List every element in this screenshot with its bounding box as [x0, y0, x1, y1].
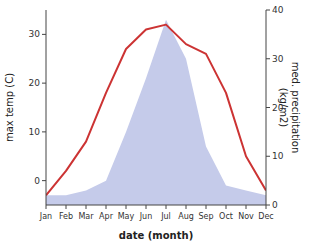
- x-tick: [226, 205, 227, 209]
- x-tick-label: Nov: [238, 212, 254, 221]
- chart: 0102030010203040JanFebMarAprMayJunJulAug…: [0, 0, 318, 247]
- chart-container: 0102030010203040JanFebMarAprMayJunJulAug…: [0, 0, 318, 247]
- x-tick-label: Jun: [139, 212, 153, 221]
- axes: 0102030010203040JanFebMarAprMayJunJulAug…: [29, 5, 284, 221]
- line: [46, 25, 266, 196]
- x-tick-label: Oct: [219, 212, 233, 221]
- y2-axis-label-line: med. precipitation: [290, 62, 301, 154]
- x-tick-label: Feb: [59, 212, 73, 221]
- y-tick: [42, 34, 46, 35]
- x-tick: [86, 205, 87, 209]
- x-tick-label: Apr: [99, 212, 114, 221]
- x-tick: [246, 205, 247, 209]
- y2-tick: [266, 10, 270, 11]
- x-tick-label: Sep: [198, 212, 213, 221]
- y2-tick: [266, 205, 270, 206]
- y2-tick: [266, 58, 270, 59]
- x-tick: [186, 205, 187, 209]
- y-tick: [42, 83, 46, 84]
- y2-axis-label-line: (kg/m2): [278, 88, 289, 128]
- y2-axis-label: med. precipitation(kg/m2): [278, 62, 301, 154]
- x-tick: [106, 205, 107, 209]
- y-tick-label: 20: [29, 78, 41, 88]
- x-tick-label: Aug: [178, 212, 194, 221]
- x-tick-label: May: [118, 212, 135, 221]
- y2-tick-label: 10: [272, 151, 284, 161]
- y-tick-label: 0: [34, 176, 40, 186]
- x-tick: [66, 205, 67, 209]
- x-tick: [206, 205, 207, 209]
- x-axis-line: [46, 205, 266, 206]
- x-tick: [126, 205, 127, 209]
- y-tick-label: 10: [29, 127, 41, 137]
- x-tick: [146, 205, 147, 209]
- x-tick: [266, 205, 267, 209]
- y-tick: [42, 131, 46, 132]
- y2-tick: [266, 107, 270, 108]
- x-tick-label: Jul: [160, 212, 171, 221]
- y-tick-label: 30: [29, 29, 41, 39]
- x-tick: [166, 205, 167, 209]
- x-tick: [46, 205, 47, 209]
- area: [46, 20, 266, 205]
- y2-tick-label: 40: [272, 5, 284, 15]
- x-tick-label: Dec: [258, 212, 273, 221]
- x-tick-label: Mar: [78, 212, 94, 221]
- x-tick-label: Jan: [39, 212, 52, 221]
- y2-tick-label: 30: [272, 54, 284, 64]
- y-tick: [42, 180, 46, 181]
- y-axis-line: [46, 10, 47, 205]
- plot-area: [46, 20, 266, 205]
- y2-tick-label: 0: [272, 200, 278, 210]
- y2-tick: [266, 156, 270, 157]
- y-axis-label: max temp (C): [4, 73, 15, 142]
- x-axis-label: date (month): [119, 230, 193, 241]
